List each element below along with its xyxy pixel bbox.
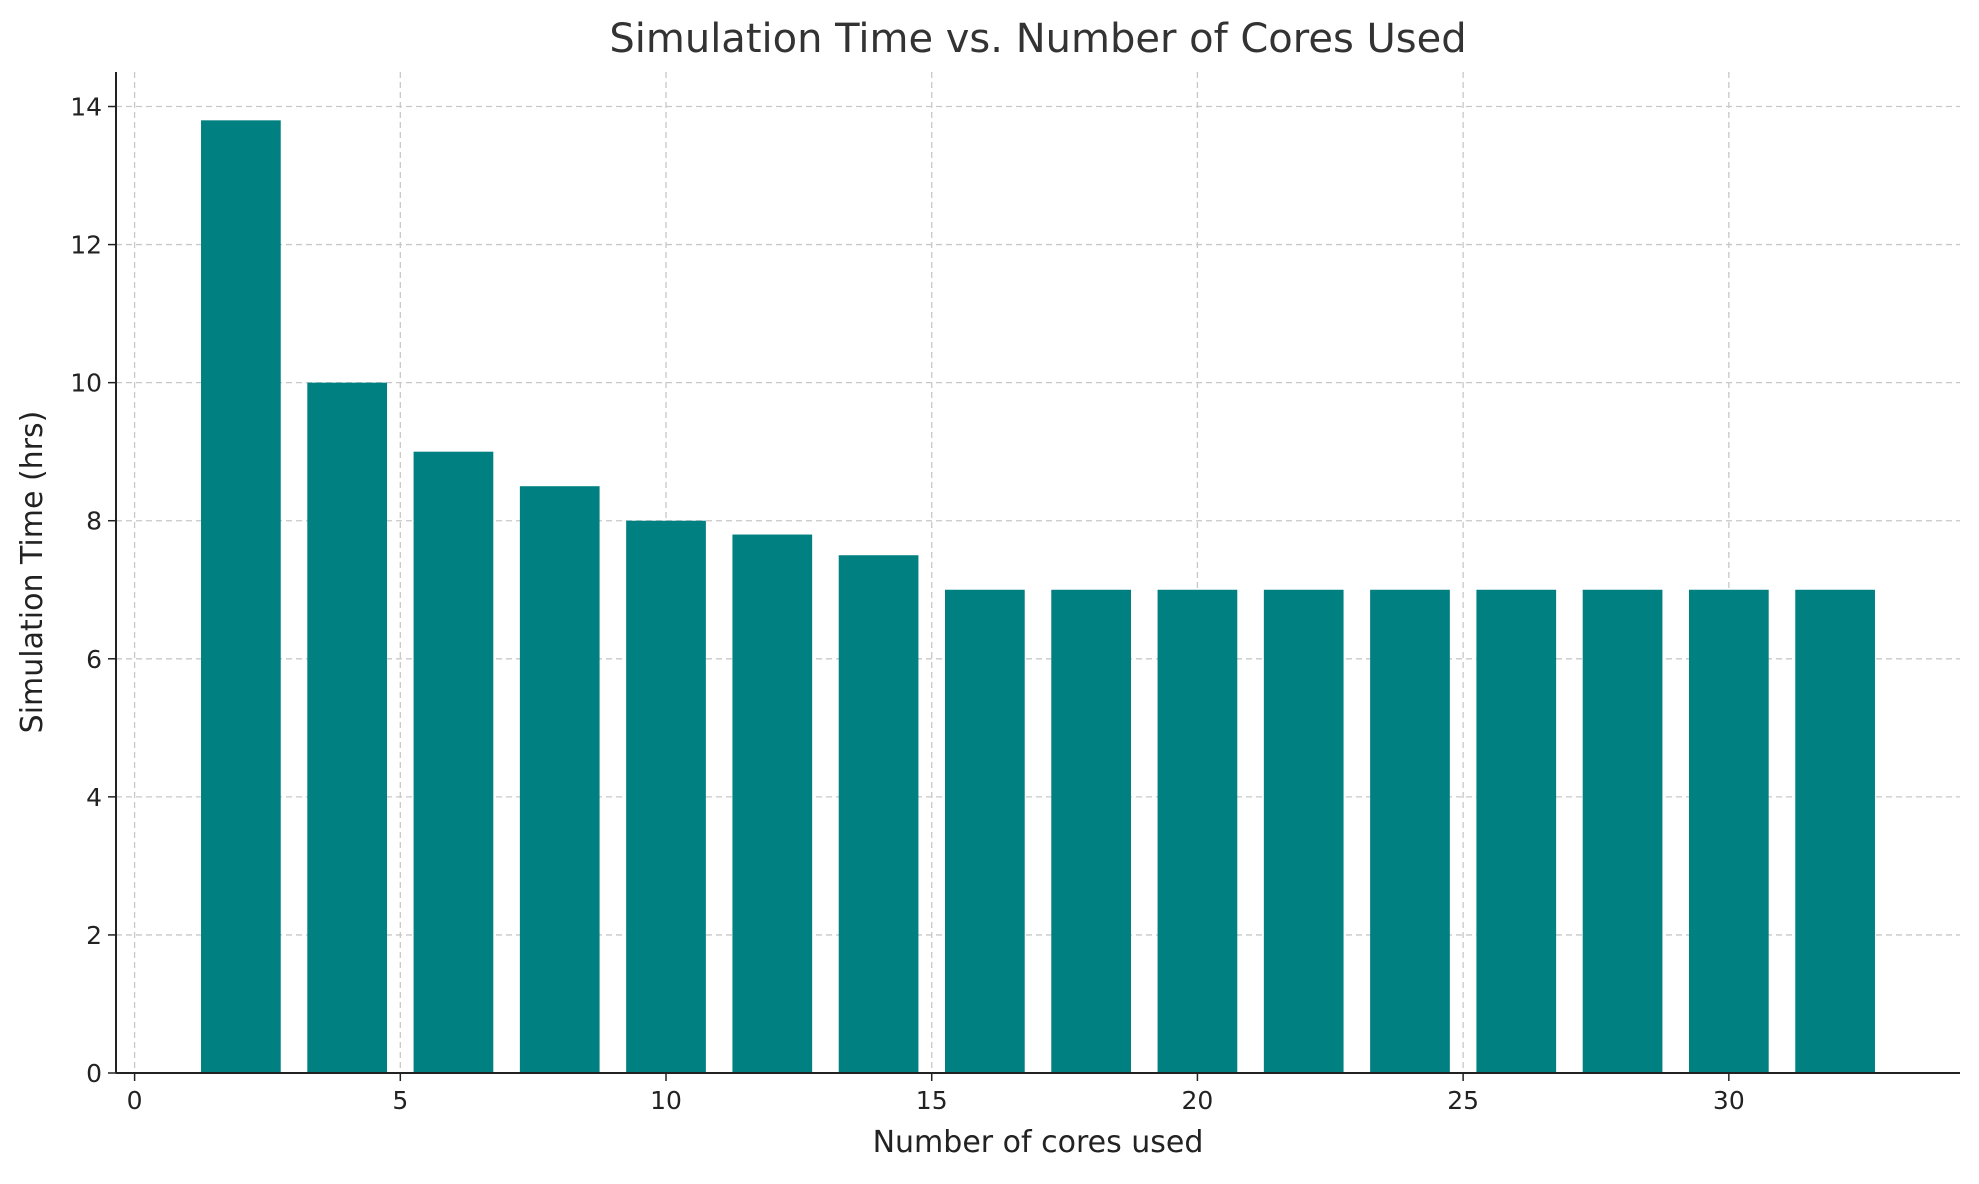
x-tick-label: 0 <box>127 1086 143 1115</box>
x-tick-label: 25 <box>1447 1086 1479 1115</box>
y-axis-label: Simulation Time (hrs) <box>15 411 50 734</box>
ticks: 0 5 10 15 20 25 30 0 2 4 6 8 10 12 14 <box>70 93 1745 1115</box>
axes <box>115 72 1960 1074</box>
bar-16-cores <box>945 589 1025 1073</box>
y-tick-label: 10 <box>70 369 102 398</box>
bar-18-cores <box>1051 589 1131 1073</box>
x-tick-label: 5 <box>392 1086 408 1115</box>
x-tick-label: 20 <box>1182 1086 1214 1115</box>
y-tick-label: 14 <box>70 93 102 122</box>
bars <box>201 120 1875 1074</box>
bar-12-cores <box>732 534 813 1073</box>
grid <box>116 72 1960 1074</box>
bar-22-cores <box>1263 589 1344 1073</box>
bar-8-cores <box>519 486 600 1073</box>
bar-2-cores <box>201 120 281 1073</box>
bar-10-cores <box>626 520 706 1073</box>
y-tick-label: 2 <box>86 921 102 950</box>
y-tick-label: 4 <box>86 783 102 812</box>
bar-28-cores <box>1582 589 1663 1073</box>
bar-32-cores <box>1795 589 1875 1073</box>
bar-14-cores <box>838 555 919 1073</box>
x-axis-label: Number of cores used <box>873 1125 1204 1160</box>
x-tick-label: 15 <box>916 1086 948 1115</box>
bar-20-cores <box>1157 589 1238 1073</box>
y-tick-label: 6 <box>86 645 102 674</box>
chart-title: Simulation Time vs. Number of Cores Used <box>609 16 1466 62</box>
bar-24-cores <box>1370 589 1450 1073</box>
x-tick-label: 10 <box>650 1086 682 1115</box>
x-tick-label: 30 <box>1713 1086 1745 1115</box>
y-tick-label: 8 <box>86 507 102 536</box>
y-tick-label: 12 <box>70 231 102 260</box>
bar-30-cores <box>1688 589 1769 1073</box>
bar-26-cores <box>1476 589 1557 1073</box>
bar-6-cores <box>413 451 494 1073</box>
y-tick-label: 0 <box>86 1059 102 1088</box>
bar-4-cores <box>307 382 388 1074</box>
